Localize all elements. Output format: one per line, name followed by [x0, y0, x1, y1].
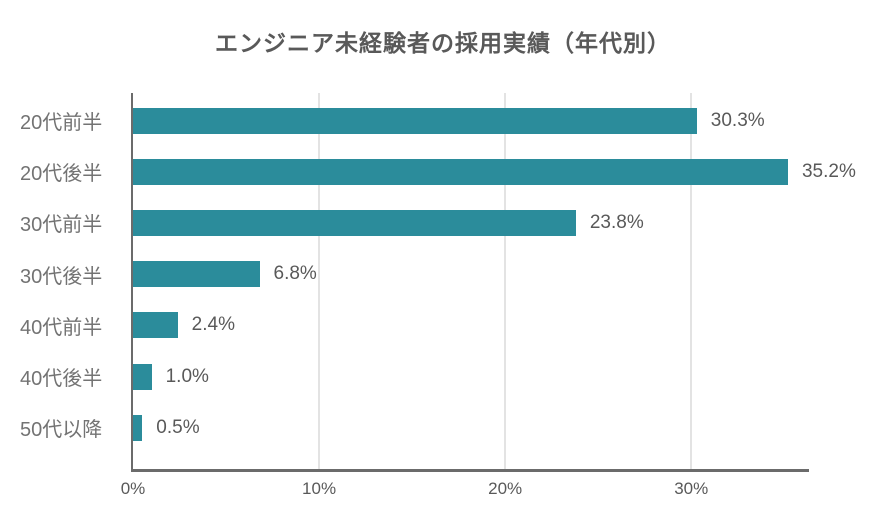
x-tick-label: 0%: [120, 479, 146, 498]
category-label: 20代後半: [20, 163, 103, 186]
bar: [133, 363, 152, 390]
bar-value-label: 1.0%: [165, 365, 209, 387]
gridline-30%: [690, 93, 693, 469]
plot-area: 30.3% 35.2% 23.8% 6.8% 2.4% 1.0% 0.5%: [131, 93, 856, 472]
x-axis-line: [131, 469, 809, 472]
category-label: 40代前半: [20, 316, 103, 339]
bar-row: 35.2%: [133, 146, 856, 197]
bar: [133, 209, 576, 236]
gridline-10%: [318, 93, 321, 469]
bar-value-label: 0.5%: [156, 416, 200, 438]
bar: [133, 414, 143, 441]
bar-row: 0.5%: [133, 402, 809, 453]
category-label: 20代前半: [20, 112, 103, 135]
bar-row: 23.8%: [133, 197, 809, 248]
y-axis-line: [131, 93, 133, 469]
bar-row: 1.0%: [133, 351, 809, 402]
category-label: 30代後半: [20, 265, 103, 288]
bar-value-label: 30.3%: [710, 109, 765, 131]
category-label: 30代前半: [20, 214, 103, 237]
bar-value-label: 2.4%: [191, 314, 235, 336]
chart-title: エンジニア未経験者の採用実績（年代別）: [215, 30, 671, 56]
x-tick-label: 30%: [674, 479, 709, 498]
category-label: 50代以降: [20, 419, 103, 442]
x-tick-label: 20%: [488, 479, 523, 498]
bar-row: 6.8%: [133, 249, 809, 300]
bar-row: 2.4%: [133, 300, 809, 351]
bar: [133, 312, 178, 339]
bar: [133, 107, 697, 134]
bar: [133, 261, 260, 288]
bar: [133, 158, 788, 185]
bar-row: 30.3%: [133, 95, 809, 146]
gridline-20%: [504, 93, 507, 469]
bar-value-label: 35.2%: [801, 160, 856, 182]
x-tick-label: 10%: [302, 479, 337, 498]
bar-value-label: 6.8%: [273, 263, 317, 285]
category-label: 40代後半: [20, 368, 103, 391]
bar-value-label: 23.8%: [589, 211, 644, 233]
